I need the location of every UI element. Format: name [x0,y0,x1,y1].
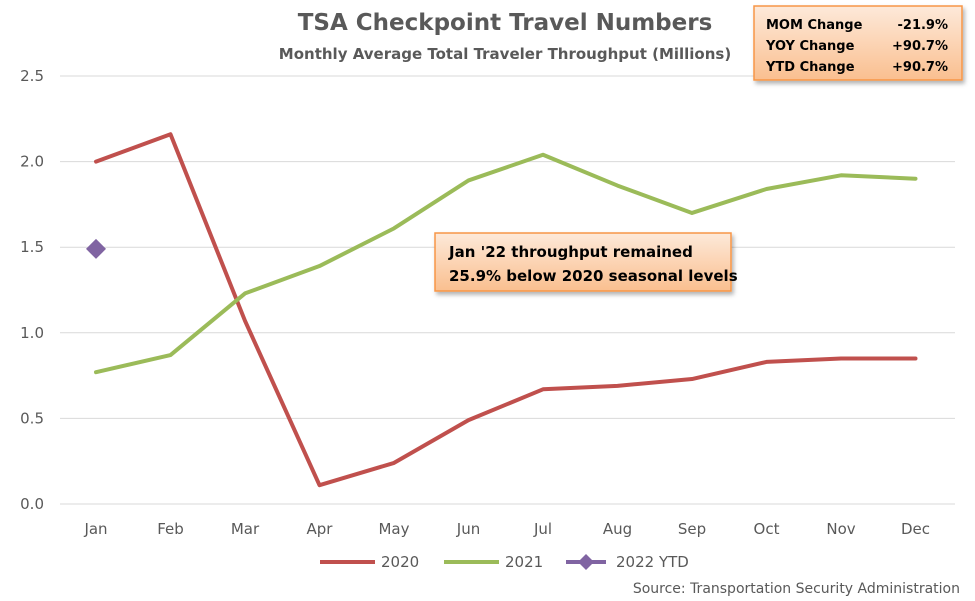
x-tick-label: Dec [901,520,930,538]
y-tick-label: 2.0 [20,153,44,171]
stats-label-yoy: YOY Change [765,39,855,54]
y-tick-label: 0.0 [20,495,44,513]
x-tick-label: Aug [603,520,632,538]
series-lines [86,132,918,488]
series-line-2021 [94,152,918,375]
x-tick-label: Apr [307,520,334,538]
legend-label-2020: 2020 [381,553,419,571]
annotation-box: Jan '22 throughput remained 25.9% below … [434,232,738,292]
x-tick-label: Nov [826,520,855,538]
stats-label-mom: MOM Change [766,18,863,33]
x-tick-label: Jul [533,520,552,538]
data-point-2022-ytd [86,238,106,259]
legend: 2020 2021 2022 YTD [320,553,689,571]
stats-value-mom: -21.9% [898,18,949,33]
stats-box: MOM Change -21.9% YOY Change +90.7% YTD … [753,5,963,81]
stats-label-ytd: YTD Change [765,60,855,75]
x-tick-label: Jun [456,520,480,538]
gridlines [60,75,955,505]
x-tick-label: Mar [231,520,260,538]
x-tick-label: Sep [678,520,706,538]
x-tick-label: Jan [83,520,107,538]
annotation-line-1: Jan '22 throughput remained [448,243,693,261]
legend-label-2021: 2021 [505,553,543,571]
chart-title: TSA Checkpoint Travel Numbers [298,10,713,36]
x-axis-tick-labels: Jan Feb Mar Apr May Jun Jul Aug Sep Oct Nov Dec [83,520,930,538]
series-line-2020 [94,132,918,488]
stats-value-yoy: +90.7% [892,39,948,54]
y-tick-label: 1.0 [20,324,44,342]
annotation-line-2: 25.9% below 2020 seasonal levels [449,267,738,285]
stats-box-background [753,5,963,81]
y-tick-label: 1.5 [20,238,44,256]
annotation-background [434,232,732,292]
y-axis-tick-labels: 0.0 0.5 1.0 1.5 2.0 2.5 [20,67,44,513]
y-tick-label: 2.5 [20,67,44,85]
stats-value-ytd: +90.7% [892,60,948,75]
x-tick-label: May [378,520,409,538]
chart-subtitle: Monthly Average Total Traveler Throughpu… [279,45,731,63]
legend-marker-2022-ytd [578,554,594,570]
source-note: Source: Transportation Security Administ… [633,581,960,597]
x-tick-label: Oct [754,520,780,538]
x-tick-label: Feb [157,520,184,538]
legend-label-2022-ytd: 2022 YTD [616,553,689,571]
y-tick-label: 0.5 [20,409,44,427]
